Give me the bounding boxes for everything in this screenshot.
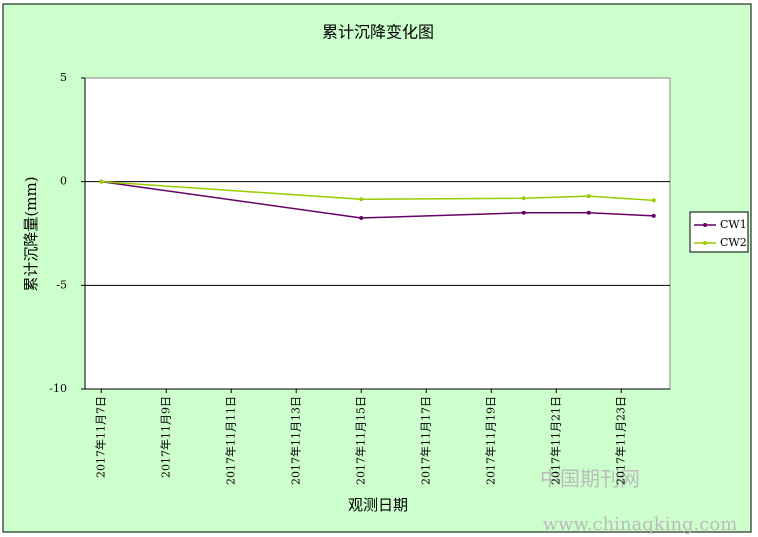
- plot-area: [84, 77, 671, 390]
- x-tick-label: 2017年11月9日: [158, 396, 172, 478]
- x-axis-title: 观测日期: [348, 496, 408, 514]
- x-tick-label: 2017年11月7日: [93, 396, 107, 478]
- x-tick-label: 2017年11月17日: [418, 396, 432, 485]
- legend-marker: [703, 241, 707, 245]
- y-axis-title: 累计沉降量(mm): [22, 176, 40, 291]
- legend-label: CW2: [720, 236, 747, 249]
- y-tick-label: -5: [56, 278, 67, 291]
- x-tick-label: 2017年11月23日: [613, 396, 627, 485]
- x-tick-label: 2017年11月15日: [353, 396, 367, 485]
- watermark: 中国期刊网: [540, 467, 640, 491]
- point: [651, 198, 656, 203]
- point: [586, 194, 591, 199]
- x-tick-label: 2017年11月19日: [483, 396, 497, 485]
- y-tick-label: 0: [60, 175, 67, 188]
- chart-title: 累计沉降变化图: [322, 23, 434, 42]
- point: [359, 197, 364, 202]
- legend: [689, 211, 749, 253]
- legend-label: CW1: [720, 218, 747, 231]
- point: [99, 179, 104, 184]
- point: [586, 210, 591, 215]
- watermark: www.chinaqking.com: [543, 514, 738, 535]
- x-tick-label: 2017年11月21日: [548, 396, 562, 485]
- legend-marker: [703, 223, 707, 227]
- point: [359, 215, 364, 220]
- point: [521, 210, 526, 215]
- y-tick-label: 5: [60, 71, 67, 84]
- x-tick-label: 2017年11月11日: [223, 396, 237, 485]
- x-tick-label: 2017年11月13日: [288, 396, 302, 485]
- y-tick-label: -10: [49, 382, 67, 395]
- point: [521, 196, 526, 201]
- point: [651, 213, 656, 218]
